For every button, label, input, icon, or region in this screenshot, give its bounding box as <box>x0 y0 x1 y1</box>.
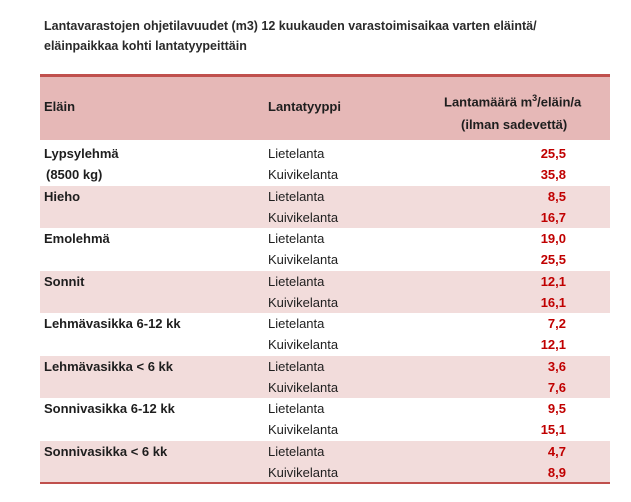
table-top-rule <box>40 74 610 77</box>
table-row-group: Lypsylehmä (8500 kg) Lietelanta 25,5 Kuivike… <box>40 143 610 185</box>
amount-solid: 7,6 <box>547 379 566 395</box>
manure-type-liquid: Lietelanta <box>268 401 325 416</box>
table-row-group: Sonnit Lietelanta 12,1 Kuivikelanta 16,1 <box>40 270 610 313</box>
animal-name: Lypsylehmä (8500 kg) <box>44 143 119 185</box>
amount-solid: 35,8 <box>540 167 566 182</box>
manure-type-liquid: Lietelanta <box>268 443 325 459</box>
table-row-group: Emolehmä Lietelanta 19,0 Kuivikelanta 25,5 <box>40 228 610 270</box>
animal-weight: (8500 kg) <box>46 167 103 182</box>
amount-liquid: 25,5 <box>540 146 566 161</box>
title-line-2: eläinpaikkaa kohti lantatyypeittäin <box>44 39 247 53</box>
table-row-group: Lehmävasikka < 6 kk Lietelanta 3,6 Kuivikel… <box>40 355 610 398</box>
animal-name: Emolehmä <box>44 231 110 246</box>
header-animal: Eläin <box>44 99 76 114</box>
manure-type-solid: Kuivikelanta <box>268 252 339 267</box>
amount-solid: 15,1 <box>540 422 566 437</box>
manure-type-liquid: Lietelanta <box>268 273 325 289</box>
manure-type-liquid: Lietelanta <box>268 146 325 161</box>
table-row-group: Sonnivasikka < 6 kk Lietelanta 4,7 Kuivikel… <box>40 440 610 483</box>
amount-solid: 12,1 <box>540 337 566 352</box>
animal-name: Lehmävasikka 6-12 kk <box>44 316 181 331</box>
manure-type-liquid: Lietelanta <box>268 188 325 204</box>
table-row-group: Hieho Lietelanta 8,5 Kuivikelanta 16,7 <box>40 185 610 228</box>
amount-liquid: 4,7 <box>547 443 566 459</box>
amount-solid: 16,7 <box>540 209 566 225</box>
manure-type-solid: Kuivikelanta <box>268 337 339 352</box>
animal-name: Sonnivasikka 6-12 kk <box>44 401 175 416</box>
table-bottom-rule <box>40 482 610 484</box>
table-row-group: Lehmävasikka 6-12 kk Lietelanta 7,2 Kuivike… <box>40 313 610 355</box>
table-row-group: Sonnivasikka 6-12 kk Lietelanta 9,5 Kuivike… <box>40 398 610 440</box>
title-line-1: Lantavarastojen ohjetilavuudet (m3) 12 k… <box>44 19 537 33</box>
table-header: Eläin Lantatyyppi Lantamäärä m3/eläin/a … <box>40 77 610 140</box>
table-title: Lantavarastojen ohjetilavuudet (m3) 12 k… <box>44 16 604 56</box>
animal-name: Hieho <box>44 188 81 204</box>
header-amount-note: (ilman sadevettä) <box>461 117 568 132</box>
amount-liquid: 7,2 <box>547 316 566 331</box>
manure-type-solid: Kuivikelanta <box>268 379 339 395</box>
manure-type-liquid: Lietelanta <box>268 316 325 331</box>
manure-type-solid: Kuivikelanta <box>268 464 339 480</box>
manure-type-solid: Kuivikelanta <box>268 294 339 310</box>
amount-solid: 25,5 <box>540 252 566 267</box>
amount-solid: 8,9 <box>547 464 566 480</box>
manure-type-solid: Kuivikelanta <box>268 209 339 225</box>
header-amount: Lantamäärä m3/eläin/a <box>444 93 582 110</box>
animal-name: Sonnivasikka < 6 kk <box>44 443 168 459</box>
amount-solid: 16,1 <box>540 294 566 310</box>
amount-liquid: 9,5 <box>547 401 566 416</box>
amount-liquid: 19,0 <box>540 231 566 246</box>
manure-type-solid: Kuivikelanta <box>268 167 339 182</box>
manure-type-liquid: Lietelanta <box>268 358 325 374</box>
amount-liquid: 12,1 <box>540 273 566 289</box>
header-manure-type: Lantatyyppi <box>268 99 341 114</box>
manure-type-liquid: Lietelanta <box>268 231 325 246</box>
animal-name: Lehmävasikka < 6 kk <box>44 358 174 374</box>
amount-liquid: 8,5 <box>547 188 566 204</box>
animal-name: Sonnit <box>44 273 85 289</box>
manure-type-solid: Kuivikelanta <box>268 422 339 437</box>
amount-liquid: 3,6 <box>547 358 566 374</box>
